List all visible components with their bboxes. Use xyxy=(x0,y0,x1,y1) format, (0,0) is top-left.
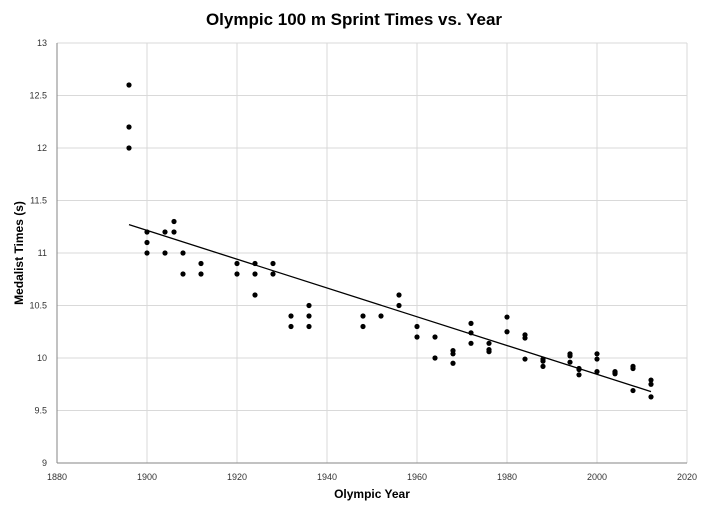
data-point xyxy=(567,353,573,359)
x-tick-label: 1880 xyxy=(47,472,67,482)
data-point xyxy=(648,377,654,383)
data-point xyxy=(126,145,132,151)
x-tick-label: 1920 xyxy=(227,472,247,482)
data-point xyxy=(360,313,366,319)
data-point xyxy=(468,340,474,346)
data-point xyxy=(576,372,582,378)
y-tick-label: 9 xyxy=(42,458,47,468)
data-point xyxy=(630,387,636,394)
data-point xyxy=(252,260,258,267)
data-point xyxy=(612,371,618,377)
y-tick-label: 9.5 xyxy=(34,406,47,416)
x-tick-label: 2020 xyxy=(677,472,697,482)
data-point xyxy=(360,323,366,330)
x-axis-label: Olympic Year xyxy=(334,487,410,501)
x-tick-label: 2000 xyxy=(587,472,607,482)
data-point xyxy=(234,260,240,267)
data-point xyxy=(270,260,276,267)
data-point xyxy=(414,334,420,340)
data-point xyxy=(306,302,312,309)
data-point xyxy=(450,360,456,366)
data-point xyxy=(522,335,528,341)
data-point xyxy=(486,340,492,346)
data-point xyxy=(288,313,294,319)
data-point xyxy=(180,271,186,277)
tick-labels: 1880 1900 1920 1940 1960 1980 2000 2020 9 9.5 10 10… xyxy=(29,38,697,482)
x-tick-label: 1940 xyxy=(317,472,337,482)
data-point xyxy=(522,356,528,362)
data-point xyxy=(594,351,600,357)
y-tick-label: 11.5 xyxy=(30,196,47,206)
y-tick-label: 11 xyxy=(38,248,47,258)
data-point xyxy=(252,292,258,298)
data-point xyxy=(414,323,420,330)
y-tick-label: 10.5 xyxy=(29,301,47,311)
data-point xyxy=(432,334,438,340)
data-point xyxy=(270,271,276,277)
data-point xyxy=(288,323,294,330)
data-point xyxy=(594,356,600,362)
data-point xyxy=(486,349,492,355)
x-tick-label: 1980 xyxy=(497,472,517,482)
data-point xyxy=(432,355,438,361)
y-tick-label: 12.5 xyxy=(29,91,47,101)
trendline-group xyxy=(128,224,652,393)
data-point xyxy=(648,381,654,387)
data-point xyxy=(540,363,546,369)
y-axis-label: Medalist Times (s) xyxy=(12,201,26,305)
data-point xyxy=(540,358,546,364)
data-point xyxy=(567,359,573,365)
data-point xyxy=(162,250,168,256)
data-point xyxy=(450,351,456,357)
y-tick-label: 10 xyxy=(37,353,47,363)
data-point xyxy=(630,365,636,372)
data-point xyxy=(171,218,177,225)
gridlines xyxy=(56,42,688,464)
data-point xyxy=(468,320,474,326)
data-point xyxy=(198,271,204,277)
y-tick-label: 12 xyxy=(37,143,47,153)
data-point xyxy=(306,323,312,330)
data-point xyxy=(594,369,600,375)
data-point xyxy=(252,271,258,277)
data-point xyxy=(162,229,168,235)
data-point xyxy=(144,229,150,235)
data-point xyxy=(504,314,510,320)
x-tick-label: 1960 xyxy=(407,472,427,482)
data-point xyxy=(234,271,240,277)
data-point xyxy=(180,250,186,256)
data-point xyxy=(378,313,384,319)
data-point xyxy=(126,82,132,88)
data-point xyxy=(648,394,654,400)
data-point xyxy=(576,366,582,373)
data-point xyxy=(396,302,402,309)
chart-title: Olympic 100 m Sprint Times vs. Year xyxy=(206,10,502,29)
data-points xyxy=(126,82,654,400)
data-point xyxy=(144,250,150,256)
data-point xyxy=(126,124,132,130)
data-point xyxy=(306,313,312,319)
data-point xyxy=(144,239,150,246)
data-point xyxy=(198,260,204,267)
y-tick-label: 13 xyxy=(37,38,47,48)
data-point xyxy=(468,330,474,336)
data-point xyxy=(504,329,510,335)
data-point xyxy=(396,292,402,298)
trendline xyxy=(128,224,652,393)
axes xyxy=(56,43,687,464)
data-point xyxy=(171,229,177,235)
x-tick-label: 1900 xyxy=(137,472,157,482)
